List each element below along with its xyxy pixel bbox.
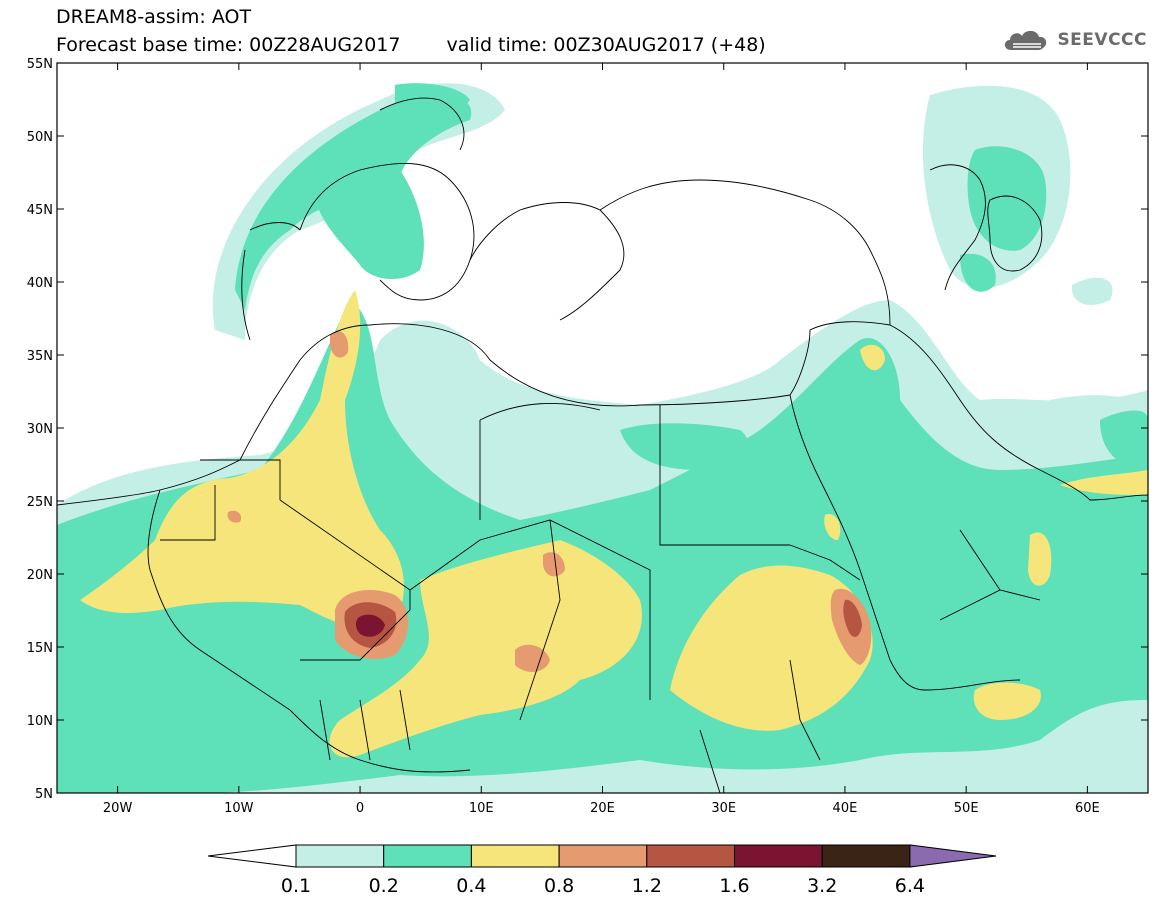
colorbar-level-label: 0.1	[281, 875, 311, 897]
lon-tick-label: 10E	[469, 801, 494, 816]
latitude-axis: 55N 50N 45N 40N 35N 30N 25N 20N 15N 10N 5N	[27, 57, 1148, 802]
colorbar: 0.1 0.2 0.4 0.8 1.2 1.6 3.2 6.4	[207, 844, 997, 897]
lat-tick-label: 25N	[27, 495, 53, 510]
cloud-icon	[1005, 30, 1047, 50]
colorbar-level-label: 0.2	[369, 875, 399, 897]
coastlines	[57, 97, 1148, 793]
colorbar-box	[383, 844, 472, 868]
valid-time: valid time: 00Z30AUG2017 (+48)	[446, 34, 766, 56]
lon-tick-label: 40E	[833, 801, 858, 816]
colorbar-under-arrow	[207, 844, 297, 868]
colorbar-box	[734, 844, 823, 868]
lon-tick-label: 20W	[103, 801, 133, 816]
lat-tick-label: 10N	[27, 714, 53, 729]
colorbar-level-label: 1.2	[632, 875, 662, 897]
lon-tick-label: 30E	[711, 801, 736, 816]
colorbar-box	[470, 844, 560, 868]
colorbar-box	[558, 844, 648, 868]
aot-contour-1.6	[355, 614, 385, 637]
lon-tick-label: 50E	[954, 801, 979, 816]
lat-tick-label: 40N	[27, 276, 53, 291]
base-time: Forecast base time: 00Z28AUG2017	[56, 34, 401, 56]
aot-contour-0.4	[80, 290, 1148, 758]
lon-tick-label: 0	[356, 801, 364, 816]
colorbar-level-label: 0.4	[456, 875, 486, 897]
colorbar-box	[295, 844, 385, 868]
lat-tick-label: 35N	[27, 349, 53, 364]
lat-tick-label: 5N	[35, 787, 53, 802]
lat-tick-label: 45N	[27, 203, 53, 218]
colorbar-over-arrow	[909, 844, 997, 868]
forecast-times: Forecast base time: 00Z28AUG2017 valid ti…	[56, 34, 766, 56]
colorbar-level-label: 0.8	[544, 875, 574, 897]
map-title: DREAM8-assim: AOT	[56, 6, 252, 28]
longitude-axis: 20W 10W 0 10E 20E 30E 40E 50E 60E	[103, 63, 1100, 816]
seevccc-logo: SEEVCCC	[1001, 28, 1147, 52]
colorbar-box	[821, 844, 911, 868]
lon-tick-label: 10W	[224, 801, 254, 816]
lat-tick-label: 30N	[27, 422, 53, 437]
lat-tick-label: 50N	[27, 130, 53, 145]
lon-tick-label: 60E	[1075, 801, 1100, 816]
colorbar-box	[646, 844, 735, 868]
lat-tick-label: 20N	[27, 568, 53, 583]
logo-text: SEEVCCC	[1057, 30, 1147, 50]
lat-tick-label: 15N	[27, 641, 53, 656]
colorbar-level-label: 3.2	[807, 875, 837, 897]
colorbar-level-label: 1.6	[719, 875, 749, 897]
colorbar-level-label: 6.4	[895, 875, 925, 897]
lon-tick-label: 20E	[590, 801, 615, 816]
lat-tick-label: 55N	[27, 57, 53, 72]
